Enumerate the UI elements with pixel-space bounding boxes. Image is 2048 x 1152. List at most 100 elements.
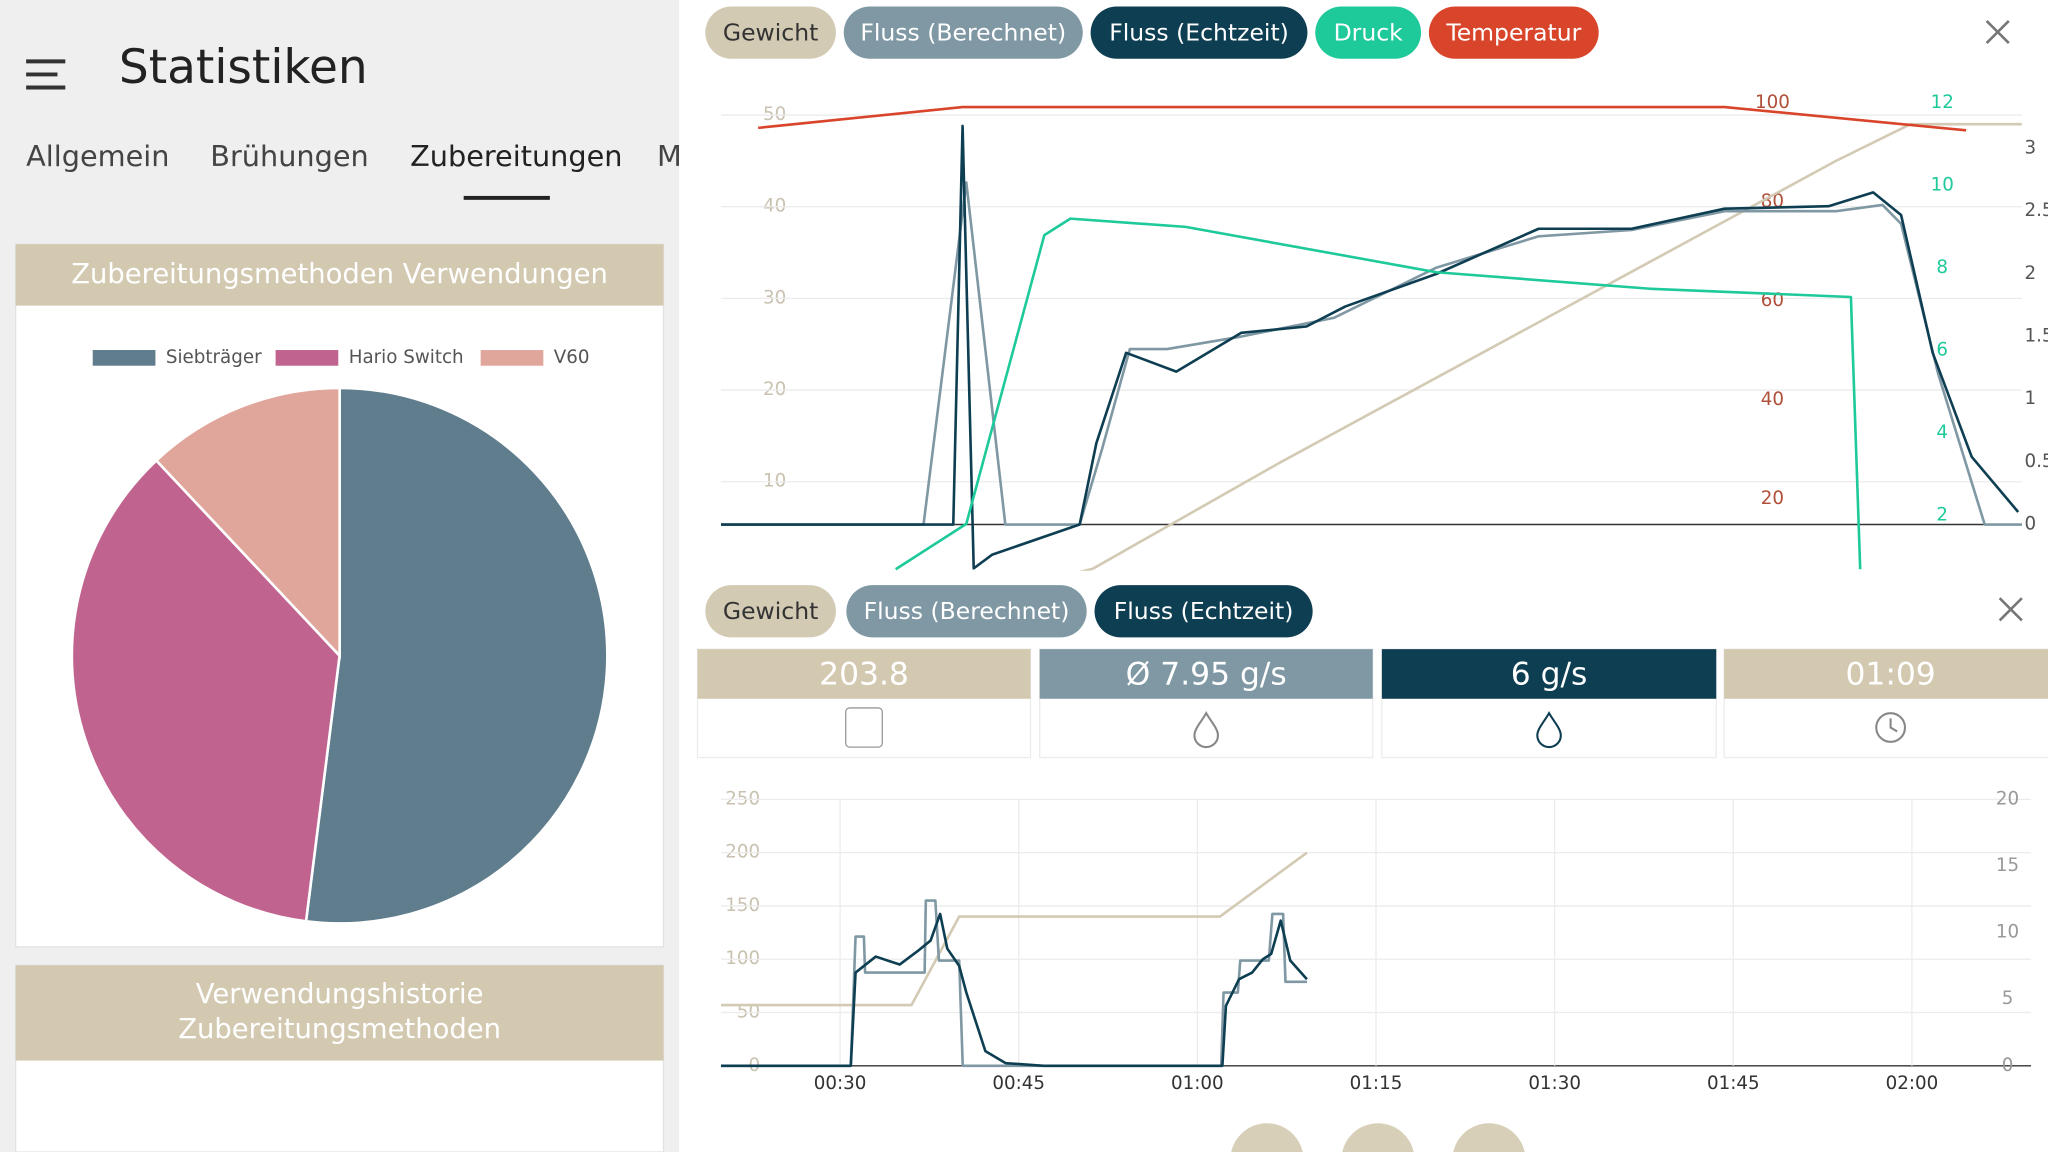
filter-chip[interactable] (705, 585, 836, 638)
clock-hands (1889, 718, 1898, 733)
card-title: Verwendungshistorie (196, 979, 484, 1010)
filter-chip-label: Fluss (Berechnet) (860, 18, 1066, 46)
filter-chip[interactable] (1094, 585, 1313, 638)
y-tick-label: 0 (2024, 514, 2036, 535)
series-line (720, 851, 1308, 1007)
close-button[interactable] (1998, 597, 2023, 622)
plot-area (720, 851, 1308, 1068)
filter-chip-label: Fluss (Echtzeit) (1114, 597, 1294, 625)
x-tick-label: 00:45 (992, 1073, 1045, 1094)
tab-active[interactable]: Zubereitungen (410, 139, 622, 173)
stat-header (1381, 649, 1717, 699)
filter-chip[interactable] (1315, 6, 1422, 59)
y-tick-label: 2.5 (2024, 200, 2048, 221)
stats-row: 203.8 Ø 7.95 g/s 6 g/s 01:09 (696, 648, 2048, 759)
pie-slice (304, 386, 609, 925)
stat-header (1724, 649, 2048, 699)
filter-chip[interactable] (1090, 6, 1308, 59)
pie-slice (70, 458, 341, 923)
filter-chip[interactable] (846, 585, 1087, 638)
series-line (894, 217, 1862, 571)
y-tick-label: 0 (2002, 1055, 2014, 1076)
y-tick-label: 10 (1996, 922, 2019, 943)
y-tick-label: 5 (2002, 988, 2014, 1009)
button[interactable] (1230, 1123, 1303, 1152)
filter-chip-label: Gewicht (723, 597, 818, 625)
stat-value: 01:09 (1845, 656, 1935, 692)
brew-chart: Gewicht Fluss (Berechnet) Fluss (Echtzeit)… (705, 6, 2048, 571)
y-tick-label: 20 (1996, 788, 2019, 809)
x-tick-label: 00:30 (814, 1073, 867, 1094)
y-tick-label: 0.5 (2024, 451, 2048, 472)
series-line (720, 899, 1307, 1068)
legend-swatch (92, 350, 156, 366)
y-tick-label: 12 (1931, 92, 1954, 113)
filter-chip-label: Fluss (Echtzeit) (1109, 18, 1289, 46)
y-tick-label: 1.5 (2024, 326, 2048, 347)
tab-indicator (463, 195, 550, 200)
drop-icon (1193, 711, 1220, 749)
button[interactable] (1341, 1123, 1414, 1152)
stat-header (697, 649, 1031, 699)
y-tick-label: 15 (1996, 855, 2019, 876)
y-tick-label: 4 (1936, 422, 1948, 443)
legend-swatch (275, 350, 339, 366)
tab[interactable]: Brühungen (210, 139, 368, 173)
x-tick-label: 01:00 (1171, 1073, 1224, 1094)
card-title: Zubereitungsmethoden (178, 1014, 501, 1045)
legend-label: Hario Switch (349, 347, 464, 368)
y-tick-label: 3 (2024, 138, 2036, 159)
x-tick-label: 01:30 (1528, 1073, 1581, 1094)
pie-chart: Siebträger Hario Switch V60 (70, 347, 609, 925)
x-tick-label: 01:45 (1707, 1073, 1760, 1094)
pie-slice (154, 386, 341, 659)
filter-chip-label: Fluss (Berechnet) (864, 597, 1070, 625)
y-tick-label: 20 (1761, 488, 1784, 509)
filter-chip-label: Temperatur (1445, 18, 1581, 46)
stat-header (1039, 649, 1373, 699)
action-buttons (1230, 1123, 1525, 1152)
y-tick-label: 10 (1931, 175, 1954, 196)
button[interactable] (1452, 1123, 1525, 1152)
page-title: Statistiken (119, 40, 368, 95)
legend-label: V60 (554, 347, 590, 368)
y-tick-label: 6 (1936, 340, 1948, 361)
stat-value: Ø 7.95 g/s (1126, 656, 1287, 692)
live-chart: Gewicht Fluss (Berechnet) Fluss (Echtzeit)… (705, 585, 2032, 1094)
filter-chip-label: Druck (1334, 18, 1404, 46)
drop-icon (1536, 711, 1562, 749)
filter-chip-label: Gewicht (723, 18, 818, 46)
clock-icon (1875, 712, 1907, 743)
x-tick-label: 01:15 (1350, 1073, 1403, 1094)
y-tick-label: 60 (1761, 290, 1784, 311)
legend-label: Siebträger (166, 347, 262, 368)
card-header (15, 965, 664, 1061)
filter-chip[interactable] (1428, 6, 1599, 59)
y-tick-label: 8 (1936, 257, 1948, 278)
filter-chip[interactable] (705, 6, 836, 59)
scale-icon (845, 707, 883, 748)
card-header (15, 244, 664, 306)
series-line (720, 124, 2020, 570)
stat-value: 6 g/s (1511, 656, 1588, 692)
y-tick-label: 100 (1755, 92, 1790, 113)
series-line (758, 105, 1967, 132)
tab[interactable]: Allgemein (26, 139, 169, 173)
y-tick-label: 2 (2024, 263, 2036, 284)
y-tick-label: 2 (1936, 505, 1948, 526)
stat-value: 203.8 (819, 656, 909, 692)
card-title: Zubereitungsmethoden Verwendungen (71, 259, 608, 290)
tab[interactable]: M (657, 139, 682, 173)
y-tick-label: 40 (1761, 389, 1784, 410)
detail-panel (679, 0, 2048, 1152)
series-line (720, 912, 1308, 1068)
filter-chip[interactable] (843, 6, 1083, 59)
series-line (1079, 122, 2022, 571)
y-tick-label: 1 (2024, 388, 2036, 409)
menu-button[interactable] (26, 59, 66, 90)
legend-swatch (480, 350, 544, 366)
x-tick-label: 02:00 (1886, 1073, 1939, 1094)
plot-area (720, 105, 2022, 571)
close-button[interactable] (1985, 19, 2010, 45)
